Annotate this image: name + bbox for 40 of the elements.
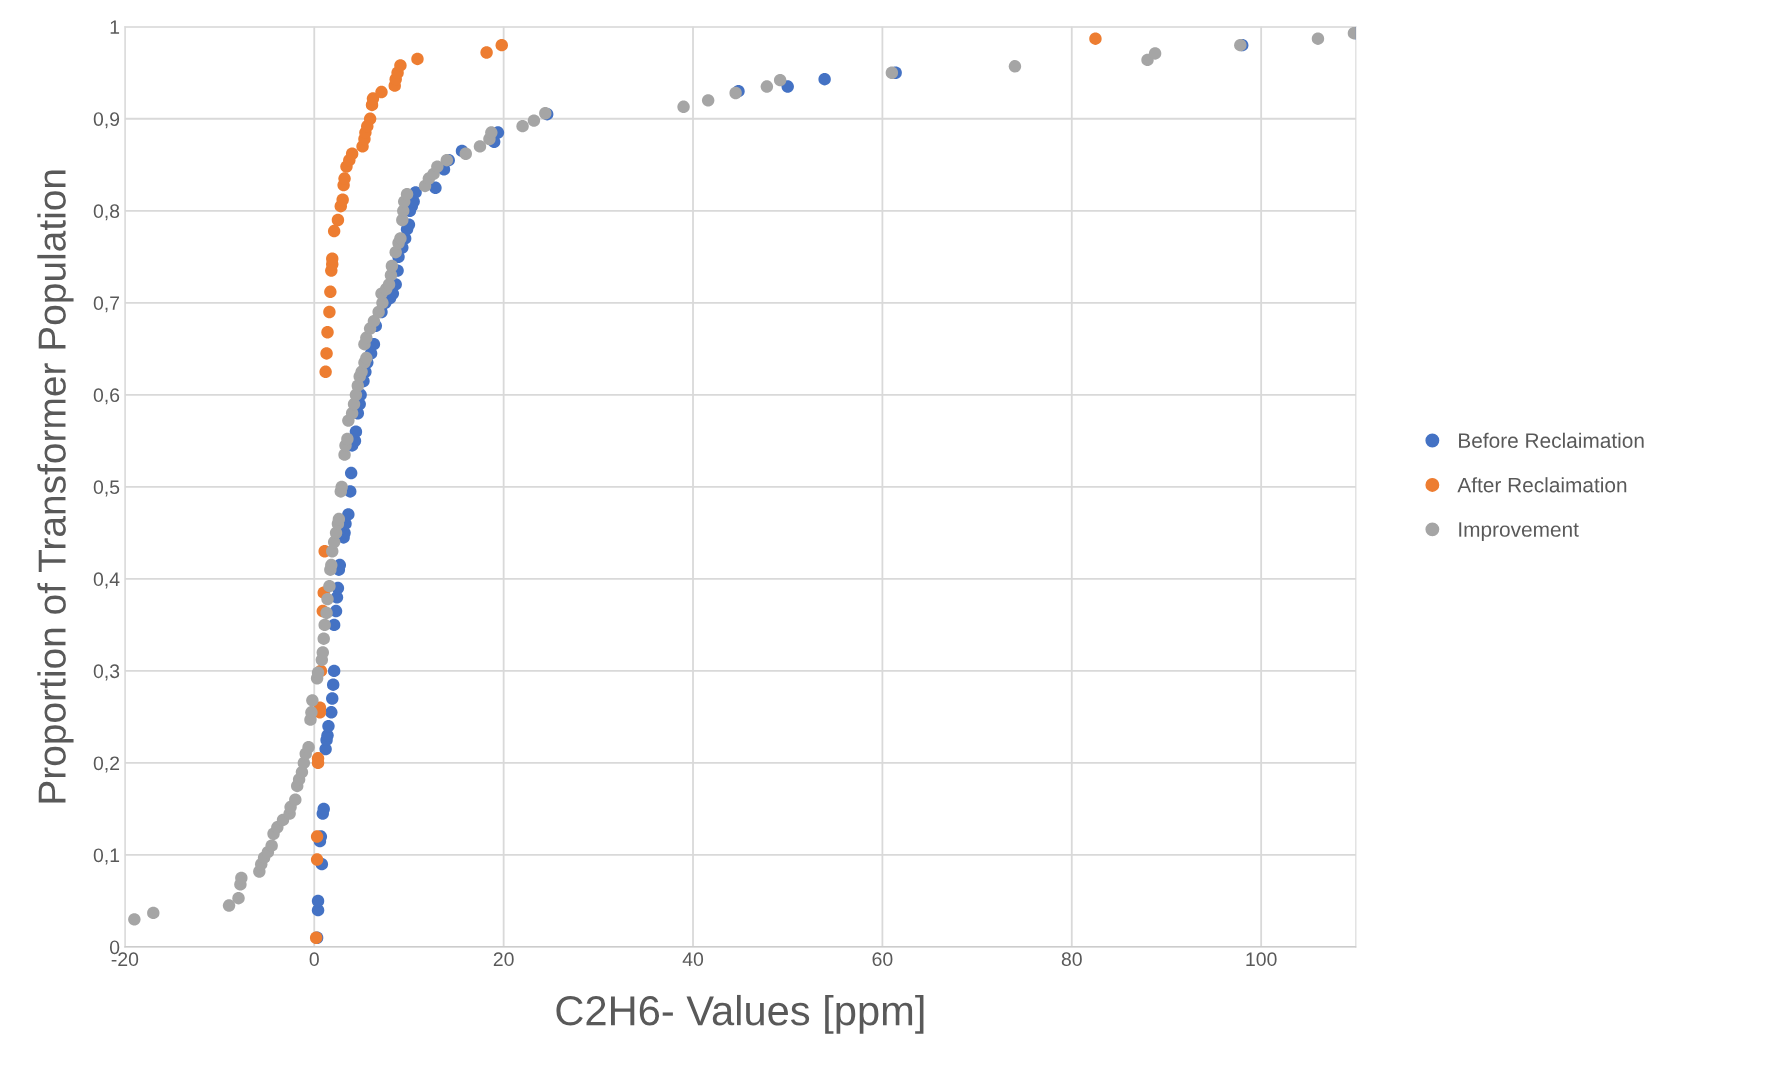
legend-label: After Reclaimation [1457, 477, 1627, 493]
point [345, 147, 359, 160]
legend-label: Improvement [1459, 522, 1579, 541]
y-tick-label: 0,1 [93, 848, 120, 865]
y-axis-title: Proportion of Transformer Population [37, 170, 74, 803]
x-tick-label: 20 [493, 952, 514, 967]
point [324, 285, 337, 298]
point [310, 853, 324, 866]
point [320, 347, 333, 360]
point [480, 46, 493, 59]
x-tick-label: 40 [682, 952, 704, 967]
point [394, 59, 407, 72]
point [366, 92, 380, 105]
y-tick-label: 0,2 [93, 756, 120, 773]
point [331, 213, 345, 227]
legend-label: Before Reclaimation [1459, 432, 1644, 449]
point [319, 365, 332, 379]
y-tick-label: 0,9 [93, 112, 120, 129]
y-tick-label: 0,6 [93, 388, 120, 405]
point [310, 830, 324, 843]
y-tick-label: 0,5 [93, 480, 120, 497]
x-tick-label: 100 [1246, 952, 1277, 967]
point [327, 224, 341, 238]
point [495, 38, 508, 52]
point [363, 112, 377, 125]
y-tick-label: 0,3 [93, 664, 120, 681]
point [336, 193, 349, 206]
point [323, 305, 336, 319]
point [1089, 32, 1102, 45]
point [321, 326, 334, 339]
x-tick-label: 60 [872, 952, 893, 967]
y-tick-label: 0,4 [93, 572, 120, 589]
point [375, 85, 388, 99]
point [411, 52, 424, 66]
x-tick-label: 0 [309, 952, 319, 967]
y-tick-label: 0,8 [93, 204, 120, 221]
y-tick-label: 1 [110, 20, 120, 34]
x-tick-label: 80 [1061, 952, 1082, 967]
x-axis-title: C2H6- Values [ppm] [556, 994, 924, 1034]
y-tick-label: 0,7 [93, 296, 120, 313]
